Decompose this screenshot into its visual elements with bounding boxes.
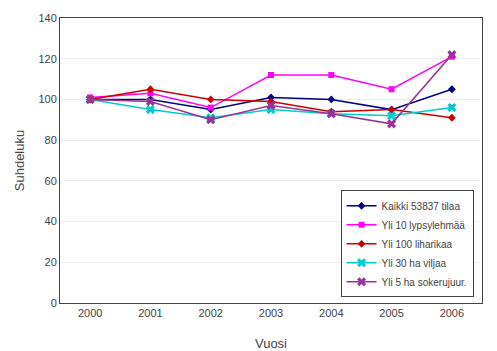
svg-text:2003: 2003 <box>259 307 283 319</box>
svg-text:40: 40 <box>45 215 57 227</box>
svg-text:2005: 2005 <box>379 307 403 319</box>
svg-text:2000: 2000 <box>78 307 102 319</box>
svg-text:Suhdeluku: Suhdeluku <box>12 130 27 191</box>
svg-text:Vuosi: Vuosi <box>255 336 287 351</box>
svg-text:Yli 5 ha sokerujuur.: Yli 5 ha sokerujuur. <box>382 277 467 288</box>
svg-text:2001: 2001 <box>138 307 162 319</box>
svg-text:0: 0 <box>51 297 57 309</box>
svg-text:120: 120 <box>38 53 56 65</box>
svg-text:Yli 100 liharikaa: Yli 100 liharikaa <box>382 239 453 250</box>
svg-text:60: 60 <box>45 175 57 187</box>
svg-text:Yli 10 lypsylehmää: Yli 10 lypsylehmää <box>382 220 466 231</box>
svg-text:Kaikki 53837 tilaa: Kaikki 53837 tilaa <box>382 201 461 212</box>
svg-text:Yli 30 ha viljaa: Yli 30 ha viljaa <box>382 258 447 269</box>
svg-text:80: 80 <box>45 134 57 146</box>
svg-text:20: 20 <box>45 256 57 268</box>
svg-text:140: 140 <box>38 12 56 24</box>
svg-text:2004: 2004 <box>319 307 343 319</box>
svg-text:2006: 2006 <box>440 307 464 319</box>
svg-text:2002: 2002 <box>198 307 222 319</box>
svg-text:100: 100 <box>38 93 56 105</box>
